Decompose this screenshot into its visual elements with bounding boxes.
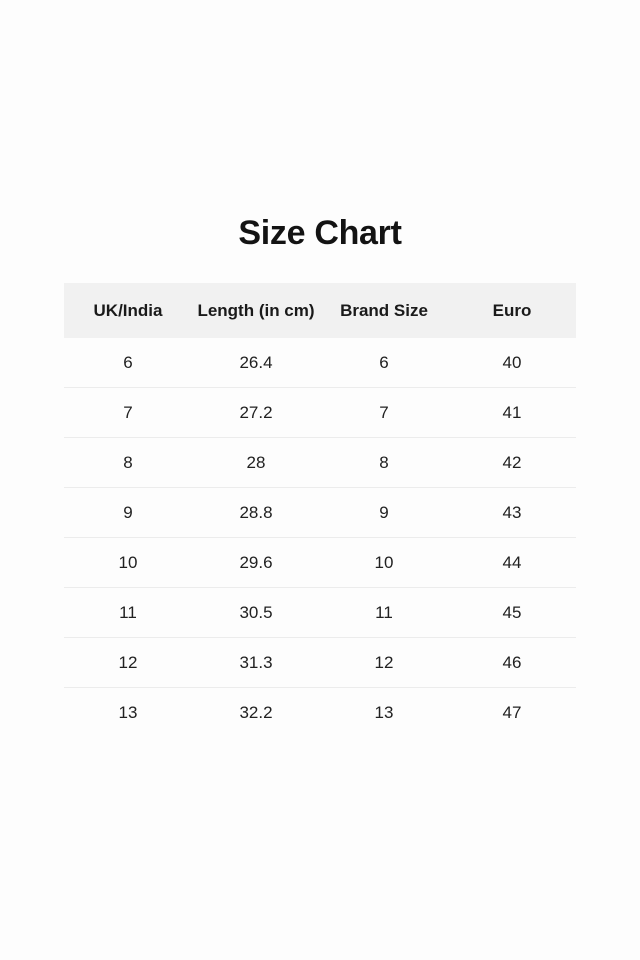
table-cell: 11	[119, 602, 137, 622]
table-cell: 8	[123, 452, 133, 472]
table-row: 12 31.3 12 46	[64, 638, 576, 688]
table-cell: 29.6	[239, 552, 273, 572]
table-cell: 45	[502, 602, 522, 622]
table-cell: 7	[123, 402, 133, 422]
table-cell: 6	[123, 352, 133, 372]
table-cell: 9	[379, 502, 389, 522]
table-cell: 12	[374, 652, 394, 672]
table-row: 11 30.5 11 45	[64, 588, 576, 638]
table-cell: 12	[118, 652, 138, 672]
header-cell: UK/India	[93, 300, 163, 320]
table-cell: 46	[502, 652, 522, 672]
header-cell: Brand Size	[340, 300, 428, 320]
table-cell: 40	[502, 352, 522, 372]
page-title: Size Chart	[238, 214, 402, 252]
table-cell: 44	[502, 552, 522, 572]
table-cell: 13	[118, 702, 138, 722]
table-cell: 10	[374, 552, 394, 572]
table-cell: 28.8	[239, 502, 273, 522]
table-body: 6 26.4 6 40 7 27.2 7 41 8 28 8 42 9 28.8 9 43 10 29.6 10 44…	[64, 338, 576, 737]
table-cell: 42	[502, 452, 522, 472]
table-cell: 13	[374, 702, 394, 722]
table-row: 8 28 8 42	[64, 438, 576, 488]
table-header-row: UK/India Length (in cm) Brand Size Euro	[64, 283, 576, 338]
table-cell: 32.2	[239, 702, 273, 722]
table-cell: 41	[502, 402, 522, 422]
size-chart-table: UK/India Length (in cm) Brand Size Euro 6 26…	[64, 283, 576, 737]
table-cell: 9	[123, 502, 133, 522]
table-cell: 7	[379, 402, 389, 422]
table-row: 10 29.6 10 44	[64, 538, 576, 588]
table-row: 13 32.2 13 47	[64, 688, 576, 737]
header-cell: Length (in cm)	[197, 300, 315, 320]
header-cell: Euro	[492, 300, 532, 320]
table-cell: 31.3	[239, 652, 273, 672]
table-row: 7 27.2 7 41	[64, 388, 576, 438]
table-row: 9 28.8 9 43	[64, 488, 576, 538]
table-cell: 11	[375, 602, 393, 622]
table-cell: 30.5	[239, 602, 273, 622]
table-cell: 8	[379, 452, 389, 472]
table-cell: 10	[118, 552, 138, 572]
table-cell: 43	[502, 502, 522, 522]
table-cell: 27.2	[239, 402, 273, 422]
table-cell: 47	[502, 702, 522, 722]
table-row: 6 26.4 6 40	[64, 338, 576, 388]
table-cell: 6	[379, 352, 389, 372]
table-cell: 26.4	[239, 352, 273, 372]
table-cell: 28	[246, 452, 266, 472]
